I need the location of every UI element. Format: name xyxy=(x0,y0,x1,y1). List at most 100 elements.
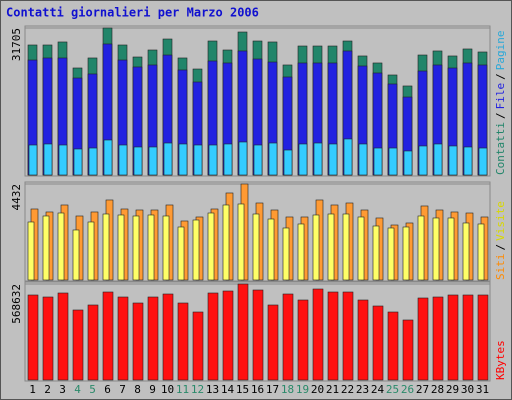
bar xyxy=(192,311,204,381)
x-tick-label: 21 xyxy=(326,383,339,396)
bar xyxy=(387,227,395,281)
legend-entry: Siti xyxy=(494,254,507,281)
x-tick-label: 25 xyxy=(386,383,399,396)
bar xyxy=(148,146,158,176)
bar xyxy=(87,221,95,281)
bar xyxy=(42,296,54,381)
x-tick-label: 23 xyxy=(356,383,369,396)
bar xyxy=(118,144,128,176)
x-tick-label: 30 xyxy=(461,383,474,396)
x-tick-label: 20 xyxy=(311,383,324,396)
bar xyxy=(132,302,144,381)
bar xyxy=(432,217,440,281)
bar xyxy=(417,297,429,381)
x-tick-label: 2 xyxy=(44,383,51,396)
bar xyxy=(192,219,200,281)
bar xyxy=(207,212,215,281)
x-tick-label: 13 xyxy=(206,383,219,396)
x-tick-label: 11 xyxy=(176,383,189,396)
bar xyxy=(447,217,455,281)
bar xyxy=(297,299,309,381)
bar xyxy=(177,302,189,381)
bar xyxy=(147,214,155,281)
bar xyxy=(43,143,53,176)
bar xyxy=(417,215,425,281)
bar xyxy=(313,142,323,176)
x-tick-label: 10 xyxy=(161,383,174,396)
x-tick-label: 19 xyxy=(296,383,309,396)
bar xyxy=(162,293,174,381)
bar xyxy=(72,229,80,281)
x-tick-label: 22 xyxy=(341,383,354,396)
x-tick-label: 7 xyxy=(119,383,126,396)
legend-entry: Contatti xyxy=(494,122,507,175)
bar xyxy=(132,215,140,281)
bar xyxy=(343,138,353,176)
bar xyxy=(463,146,473,176)
bar xyxy=(252,289,264,381)
bar xyxy=(207,292,219,381)
bar xyxy=(238,141,248,176)
legend-entry: KBytes xyxy=(494,340,507,380)
bar xyxy=(102,291,114,381)
bar xyxy=(117,214,125,281)
bar xyxy=(253,144,263,176)
bar xyxy=(163,142,173,176)
x-tick-label: 18 xyxy=(281,383,294,396)
bar xyxy=(267,218,275,281)
x-tick-label: 24 xyxy=(371,383,385,396)
bar xyxy=(402,226,410,281)
bar xyxy=(27,221,35,281)
bar xyxy=(58,144,68,176)
bar xyxy=(178,143,188,176)
bar xyxy=(268,142,278,176)
bar xyxy=(133,146,143,176)
x-tick-label: 17 xyxy=(266,383,279,396)
bar xyxy=(208,144,218,176)
bar xyxy=(72,309,84,381)
x-tick-label: 29 xyxy=(446,383,459,396)
bar xyxy=(372,305,384,381)
x-tick-label: 26 xyxy=(401,383,414,396)
legend: Contatti / File / Pagine xyxy=(494,31,507,175)
bar xyxy=(282,293,294,381)
bar xyxy=(312,214,320,281)
legend-separator: / xyxy=(494,73,507,80)
bar xyxy=(193,144,203,176)
x-tick-label: 1 xyxy=(29,383,36,396)
bar xyxy=(298,143,308,176)
bar xyxy=(267,304,279,381)
bar xyxy=(357,299,369,381)
bar xyxy=(447,294,459,381)
y-tick-label: 4432 xyxy=(10,184,23,211)
bar xyxy=(103,139,113,176)
x-tick-label: 8 xyxy=(134,383,141,396)
x-tick-label: 16 xyxy=(251,383,264,396)
bar xyxy=(28,144,38,176)
bar xyxy=(312,288,324,381)
bar xyxy=(87,304,99,381)
bar xyxy=(117,296,129,381)
x-tick-label: 14 xyxy=(221,383,235,396)
bar xyxy=(222,204,230,281)
bar xyxy=(57,212,65,281)
bar xyxy=(477,294,489,381)
bar xyxy=(237,203,245,281)
bar xyxy=(462,222,470,281)
bar xyxy=(372,225,380,281)
bar xyxy=(283,149,293,176)
bar xyxy=(342,213,350,281)
bar xyxy=(357,216,365,281)
x-tick-label: 15 xyxy=(236,383,249,396)
bar xyxy=(373,147,383,176)
x-tick-label: 9 xyxy=(149,383,156,396)
x-tick-label: 12 xyxy=(191,383,204,396)
x-tick-label: 6 xyxy=(104,383,111,396)
bar xyxy=(462,294,474,381)
bar xyxy=(477,223,485,281)
legend-entry: Visite xyxy=(494,201,507,241)
legend-entry: Pagine xyxy=(494,31,507,71)
bar xyxy=(102,213,110,281)
bar xyxy=(328,143,338,176)
